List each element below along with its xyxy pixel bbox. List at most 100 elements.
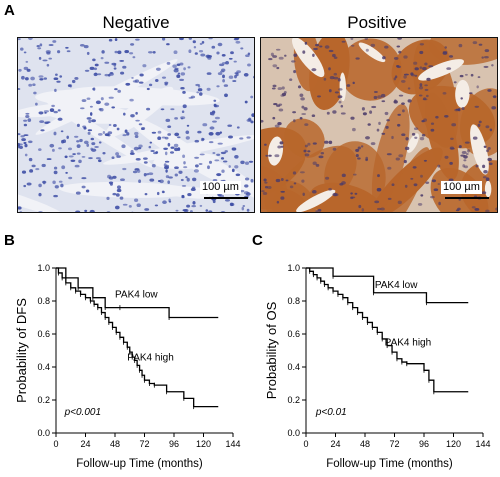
nucleus bbox=[116, 155, 121, 158]
nucleus bbox=[304, 41, 308, 45]
nucleus bbox=[261, 190, 265, 193]
nucleus bbox=[448, 55, 454, 58]
nucleus bbox=[44, 121, 49, 124]
nucleus bbox=[97, 133, 103, 136]
nucleus bbox=[355, 57, 360, 60]
nucleus bbox=[403, 159, 407, 164]
nucleus bbox=[199, 153, 205, 156]
nucleus bbox=[108, 38, 113, 42]
nucleus bbox=[104, 61, 110, 64]
nucleus bbox=[79, 43, 85, 47]
nucleus bbox=[74, 164, 80, 168]
nucleus bbox=[57, 109, 61, 112]
nucleus bbox=[351, 196, 356, 199]
nucleus bbox=[230, 51, 234, 55]
nucleus bbox=[182, 154, 186, 159]
nucleus bbox=[293, 182, 297, 185]
nucleus bbox=[84, 69, 90, 72]
nucleus bbox=[481, 56, 484, 59]
nucleus bbox=[164, 83, 168, 86]
nucleus bbox=[181, 184, 187, 187]
nucleus bbox=[150, 149, 155, 153]
nucleus bbox=[350, 44, 355, 47]
nucleus bbox=[482, 176, 487, 179]
nucleus bbox=[157, 130, 162, 134]
nucleus bbox=[398, 154, 404, 158]
nucleus bbox=[53, 194, 58, 198]
nucleus bbox=[25, 112, 30, 115]
nucleus bbox=[451, 123, 457, 127]
nucleus bbox=[354, 192, 358, 195]
nucleus bbox=[395, 157, 400, 161]
nucleus bbox=[111, 156, 115, 160]
y-tick-label: 0.4 bbox=[287, 362, 300, 372]
nucleus bbox=[132, 170, 138, 174]
nucleus bbox=[75, 191, 81, 195]
nucleus bbox=[329, 75, 335, 80]
nucleus bbox=[30, 76, 35, 81]
panel-letter-b: B bbox=[4, 232, 15, 249]
nucleus bbox=[293, 70, 297, 74]
nucleus bbox=[24, 77, 29, 81]
positive-scale-label: 100 µm bbox=[441, 181, 482, 194]
nucleus bbox=[67, 84, 72, 87]
nucleus bbox=[403, 75, 407, 79]
nucleus bbox=[124, 50, 130, 54]
nucleus bbox=[107, 134, 111, 137]
nucleus bbox=[38, 148, 42, 151]
nucleus bbox=[26, 182, 32, 186]
nucleus bbox=[485, 177, 490, 181]
nucleus bbox=[89, 105, 93, 108]
nucleus bbox=[419, 66, 423, 69]
nucleus bbox=[209, 126, 215, 130]
nucleus bbox=[442, 92, 447, 95]
nucleus bbox=[414, 136, 418, 140]
nucleus bbox=[20, 47, 24, 51]
nucleus bbox=[291, 60, 296, 63]
nucleus bbox=[474, 105, 480, 108]
nucleus bbox=[459, 74, 464, 78]
nucleus bbox=[61, 165, 66, 170]
nucleus bbox=[244, 100, 248, 104]
nucleus bbox=[221, 169, 225, 173]
nucleus bbox=[430, 195, 435, 199]
nucleus bbox=[74, 76, 79, 80]
nucleus bbox=[143, 172, 147, 177]
nucleus bbox=[485, 125, 490, 129]
nucleus bbox=[122, 65, 127, 69]
nucleus bbox=[182, 104, 187, 109]
nucleus bbox=[419, 136, 425, 141]
x-tick-label: 24 bbox=[330, 439, 340, 449]
nucleus bbox=[211, 45, 216, 49]
nucleus bbox=[397, 123, 401, 127]
nucleus bbox=[216, 85, 220, 88]
nucleus bbox=[90, 137, 95, 141]
nucleus bbox=[396, 65, 400, 68]
nucleus bbox=[18, 145, 24, 149]
unstained-space bbox=[291, 38, 325, 78]
nucleus bbox=[42, 180, 47, 184]
nucleus bbox=[108, 176, 114, 180]
nucleus bbox=[199, 204, 203, 207]
nucleus bbox=[216, 153, 221, 157]
nucleus bbox=[236, 70, 241, 74]
unstained-space bbox=[339, 72, 347, 102]
nucleus bbox=[338, 88, 343, 91]
nucleus bbox=[53, 77, 59, 81]
nucleus bbox=[281, 86, 285, 90]
nucleus bbox=[129, 52, 134, 55]
nucleus bbox=[123, 112, 126, 116]
nucleus bbox=[243, 191, 249, 195]
nucleus bbox=[271, 87, 276, 90]
nucleus bbox=[460, 97, 463, 100]
nucleus bbox=[186, 204, 191, 208]
x-tick-label: 144 bbox=[475, 439, 490, 449]
nucleus bbox=[162, 200, 167, 204]
nucleus bbox=[24, 153, 28, 157]
nucleus bbox=[230, 202, 235, 207]
nucleus bbox=[68, 176, 73, 180]
nucleus bbox=[339, 182, 344, 186]
nucleus bbox=[35, 102, 38, 106]
nucleus bbox=[80, 107, 85, 110]
nucleus bbox=[156, 191, 160, 196]
